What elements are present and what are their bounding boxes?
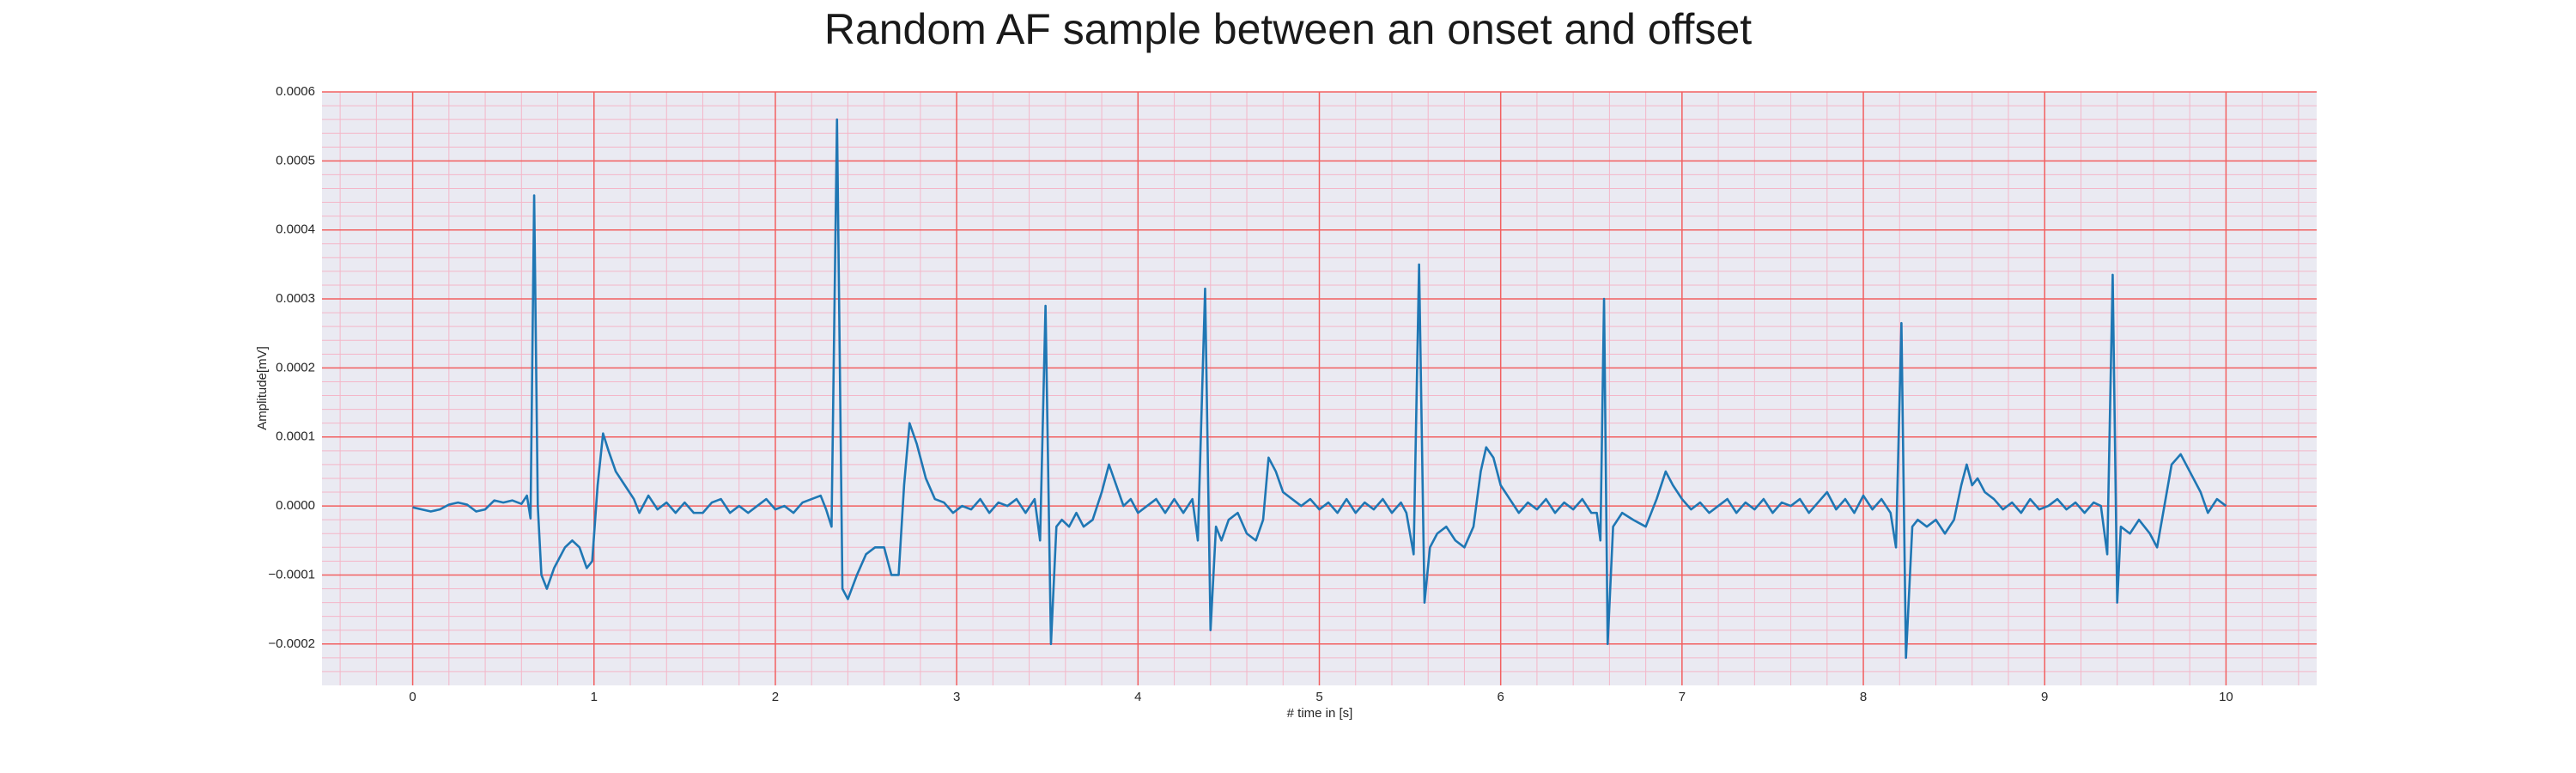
x-tick-label: 3 (953, 690, 960, 704)
y-tick-label: 0.0005 (276, 153, 315, 167)
x-tick-label: 8 (1860, 690, 1867, 704)
x-tick-label: 9 (2041, 690, 2048, 704)
x-tick-label: 6 (1498, 690, 1504, 704)
x-axis-label: # time in [s] (1287, 706, 1353, 721)
signal-line (412, 118, 2227, 660)
x-tick-label: 10 (2219, 690, 2233, 704)
x-tick-label: 4 (1134, 690, 1141, 704)
x-tick-label: 1 (591, 690, 598, 704)
y-tick-label: 0.0000 (276, 498, 315, 513)
y-tick-label: 0.0001 (276, 429, 315, 444)
y-tick-label: 0.0004 (276, 222, 315, 237)
chart-title: Random AF sample between an onset and of… (824, 5, 1752, 53)
x-tick-label: 7 (1679, 690, 1686, 704)
y-tick-label: −0.0001 (268, 567, 315, 581)
x-tick-label: 2 (772, 690, 779, 704)
y-tick-label: −0.0002 (268, 636, 315, 651)
x-tick-label: 5 (1315, 690, 1322, 704)
y-axis-label: Amplitude[mV] (255, 346, 270, 430)
y-tick-label: 0.0006 (276, 84, 315, 99)
x-tick-label: 0 (409, 690, 416, 704)
y-tick-label: 0.0003 (276, 291, 315, 306)
y-tick-label: 0.0002 (276, 360, 315, 374)
